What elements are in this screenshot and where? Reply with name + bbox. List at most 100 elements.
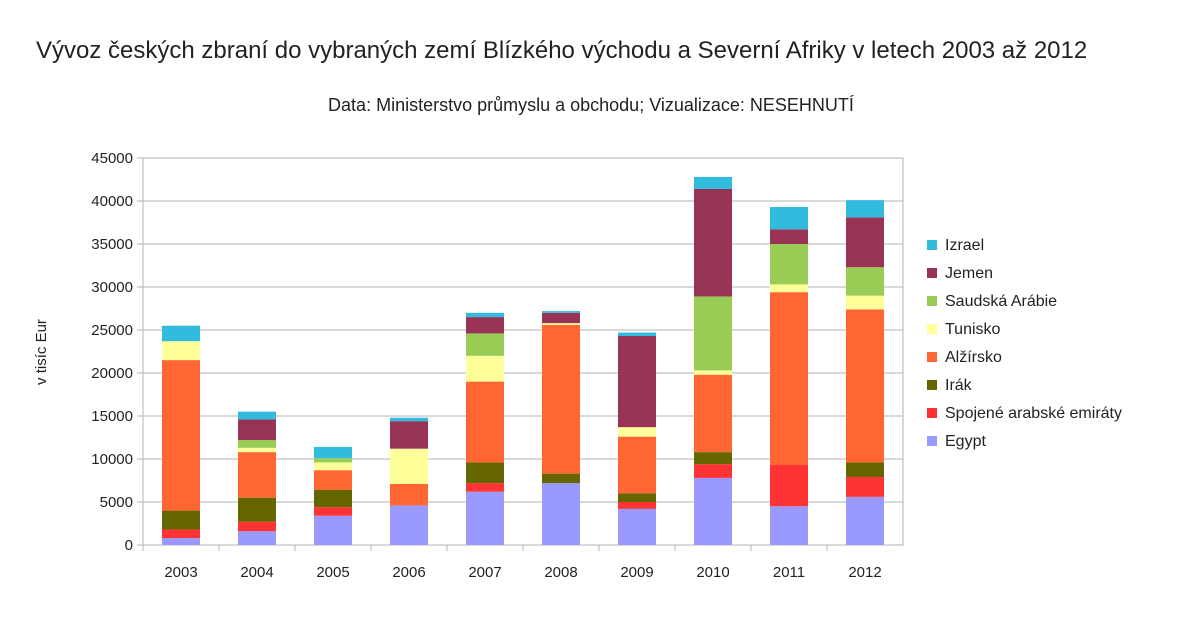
bar-segment xyxy=(238,452,276,498)
bar-segment xyxy=(770,207,808,230)
bar-segment xyxy=(238,497,276,522)
bar-segment xyxy=(694,296,732,371)
legend-label: Spojené arabské emiráty xyxy=(945,405,1122,422)
bar-segment xyxy=(542,312,580,324)
y-tick-label: 0 xyxy=(125,537,133,554)
bar-segment xyxy=(846,462,884,478)
chart-title: Vývoz českých zbraní do vybraných zemí B… xyxy=(36,37,1087,64)
bar-segment xyxy=(390,505,428,545)
y-tick-label: 10000 xyxy=(91,451,133,468)
bar-segment xyxy=(466,333,504,356)
bar-segment xyxy=(390,483,428,506)
bar-segment xyxy=(466,491,504,545)
legend-label: Alžírsko xyxy=(945,349,1002,366)
legend-swatch xyxy=(927,240,937,250)
bar-segment xyxy=(770,506,808,545)
bar-segment xyxy=(846,496,884,545)
bar-segment xyxy=(618,336,656,428)
bar-segment xyxy=(542,473,580,484)
bar-segment xyxy=(618,332,656,337)
bar-segment xyxy=(618,427,656,437)
bar-segment xyxy=(390,417,428,422)
legend-label: Irák xyxy=(945,377,973,394)
x-tick-label: 2009 xyxy=(620,564,653,581)
bar-segment xyxy=(618,436,656,494)
bar-segment xyxy=(542,323,580,325)
bar-segment xyxy=(618,493,656,502)
legend-label: Tunisko xyxy=(945,321,1001,338)
bar-segment xyxy=(314,470,352,490)
y-tick-label: 25000 xyxy=(91,322,133,339)
bar-segment xyxy=(694,188,732,297)
bar-segment xyxy=(162,341,200,361)
bar-segment xyxy=(846,200,884,218)
legend-swatch xyxy=(927,436,937,446)
bar-segment xyxy=(846,477,884,497)
y-tick-label: 15000 xyxy=(91,408,133,425)
x-tick-label: 2008 xyxy=(544,564,577,581)
bar-segment xyxy=(314,515,352,545)
bar-segment xyxy=(238,447,276,453)
bar-segment xyxy=(314,458,352,463)
legend: Izrael Jemen Saudská Arábie Tunisko Alžírsko… xyxy=(927,237,1122,450)
bar-segment xyxy=(618,502,656,509)
bar-segment xyxy=(162,538,200,545)
bar-segment xyxy=(694,374,732,453)
legend-label: Izrael xyxy=(945,237,984,254)
legend-swatch xyxy=(927,296,937,306)
bar-segment xyxy=(846,295,884,310)
bar-segment xyxy=(314,446,352,459)
bar-segment xyxy=(238,440,276,448)
bar-segment xyxy=(694,477,732,545)
bar-segment xyxy=(238,411,276,420)
chart-subtitle: Data: Ministerstvo průmyslu a obchodu; V… xyxy=(328,95,854,115)
bar-segment xyxy=(770,284,808,293)
legend-swatch xyxy=(927,352,937,362)
x-tick-label: 2006 xyxy=(392,564,425,581)
bar-segment xyxy=(542,311,580,313)
bar-segment xyxy=(542,483,580,545)
bar-segment xyxy=(694,452,732,465)
x-tick-label: 2012 xyxy=(848,564,881,581)
bar-segment xyxy=(466,312,504,318)
bar-segment xyxy=(542,324,580,474)
bar-segment xyxy=(694,464,732,478)
bar-segment xyxy=(162,510,200,530)
y-tick-label: 20000 xyxy=(91,365,133,382)
bars-layer xyxy=(162,176,884,545)
bar-segment xyxy=(314,462,352,471)
bar-segment xyxy=(238,531,276,545)
bar-segment xyxy=(770,229,808,244)
bar-segment xyxy=(466,317,504,334)
x-tick-label: 2003 xyxy=(164,564,197,581)
bar-segment xyxy=(694,176,732,189)
bar-segment xyxy=(846,267,884,296)
bar-segment xyxy=(466,462,504,484)
legend-label: Jemen xyxy=(945,265,993,282)
bar-segment xyxy=(162,360,200,511)
legend-swatch xyxy=(927,324,937,334)
bar-segment xyxy=(238,419,276,441)
bar-segment xyxy=(390,421,428,449)
bar-segment xyxy=(770,244,808,285)
legend-label: Egypt xyxy=(945,433,986,450)
bar-segment xyxy=(162,325,200,342)
bar-segment xyxy=(770,465,808,507)
bar-segment xyxy=(770,292,808,466)
x-tick-label: 2011 xyxy=(773,564,805,581)
y-tick-label: 40000 xyxy=(91,193,133,210)
bar-segment xyxy=(314,507,352,516)
y-tick-label: 45000 xyxy=(91,150,133,167)
y-tick-label: 30000 xyxy=(91,279,133,296)
x-tick-label: 2004 xyxy=(240,564,273,581)
legend-swatch xyxy=(927,268,937,278)
y-tick-label: 35000 xyxy=(91,236,133,253)
bar-segment xyxy=(466,381,504,463)
x-tick-label: 2007 xyxy=(468,564,501,581)
bar-segment xyxy=(162,529,200,539)
axis-layer: 0 5000 10000 15000 20000 25000 30000 35000 40000… xyxy=(91,150,881,581)
bar-segment xyxy=(314,489,352,508)
bar-segment xyxy=(238,521,276,532)
